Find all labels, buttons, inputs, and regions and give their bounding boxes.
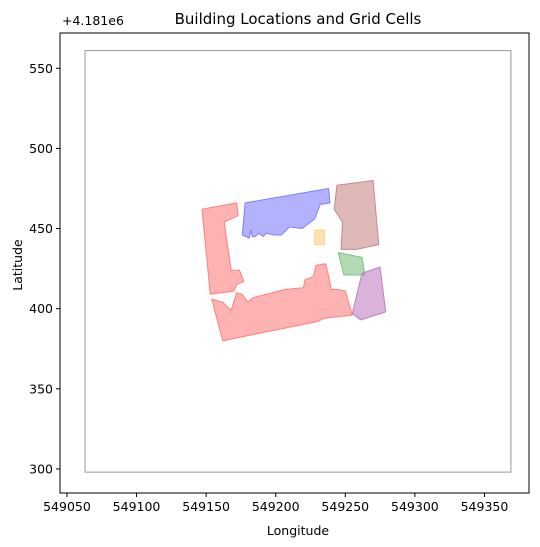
building-brown [333,180,380,250]
y-offset-label: +4.181e6 [62,13,124,28]
x-tick-label: 549100 [113,499,161,514]
building-red-west [201,202,245,295]
x-tick-label: 549050 [43,499,91,514]
x-axis-label: Longitude [267,523,329,538]
building-orange [314,229,325,246]
y-tick-label: 550 [29,61,53,76]
x-tick-label: 549200 [252,499,300,514]
y-axis-label: Latitude [10,239,25,291]
building-blue [241,188,331,239]
x-tick-label: 549250 [321,499,369,514]
y-tick-label: 400 [29,301,53,316]
x-tick-label: 549350 [461,499,509,514]
axes-frame [59,32,530,494]
y-tick-label: 500 [29,141,53,156]
grid-cell-boundary [84,50,512,473]
axes: 549050 549100 549150 549200 549250 549300 5493… [29,32,530,514]
y-tick-label: 450 [29,221,53,236]
buildings [201,180,387,342]
x-tick-label: 549150 [182,499,230,514]
chart-title: Building Locations and Grid Cells [175,10,422,28]
y-tick-label: 350 [29,381,53,396]
building-red-south [211,263,353,342]
y-tick-label: 300 [29,461,53,476]
x-tick-label: 549300 [391,499,439,514]
plot-area [84,50,512,473]
building-purple [351,266,387,321]
